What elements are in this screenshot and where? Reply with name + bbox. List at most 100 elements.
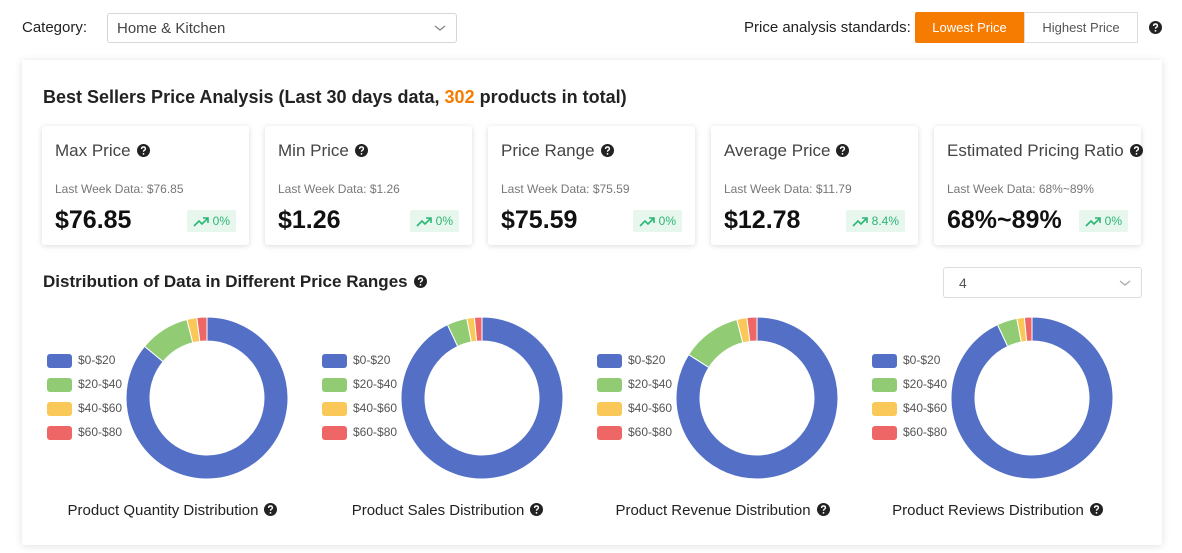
legend-item[interactable]: $40-$60 (47, 401, 127, 417)
icon-dot (1095, 511, 1098, 514)
icon-dot (1154, 30, 1157, 32)
help-icon[interactable] (354, 142, 368, 162)
card-value: $76.85 (55, 206, 132, 234)
trend-arrow (416, 217, 432, 227)
highest-price-button[interactable]: Highest Price (1024, 12, 1138, 43)
chart-title-text: Product Sales Distribution (351, 502, 525, 519)
legend-item[interactable]: $20-$40 (597, 377, 677, 393)
donut-segment[interactable] (1023, 316, 1033, 342)
donut-segment[interactable] (125, 316, 289, 480)
donut-segment[interactable] (950, 316, 1114, 480)
trend-icon (852, 217, 868, 227)
chart-title-text: Product Quantity Distribution (67, 502, 259, 519)
card-label: Min Price (278, 141, 368, 162)
legend-item[interactable]: $40-$60 (872, 401, 952, 417)
icon-dot (606, 152, 608, 155)
legend-item[interactable]: $60-$80 (872, 425, 952, 441)
legend-item[interactable]: $40-$60 (597, 401, 677, 417)
title-suffix: products in total) (474, 87, 627, 107)
icon-glyph (1093, 504, 1099, 511)
donut-segment[interactable] (473, 316, 483, 342)
stat-card: Estimated Pricing Ratio Last Week Data: 6… (934, 126, 1143, 245)
help-icon[interactable] (413, 273, 427, 293)
question-icon (354, 143, 368, 157)
trend-icon (1085, 217, 1101, 227)
help-icon[interactable] (264, 502, 278, 520)
help-icon[interactable] (1129, 142, 1143, 162)
card-label: Max Price (55, 141, 150, 162)
chevron (434, 25, 446, 31)
legend-label: $40-$60 (903, 401, 948, 415)
help-icon[interactable] (836, 142, 850, 162)
stat-card: Average Price Last Week Data: $11.79 $12.7… (711, 126, 918, 245)
legend-item[interactable]: $20-$40 (322, 377, 402, 393)
category-value: Home & Kitchen (117, 20, 226, 37)
legend-item[interactable]: $60-$80 (47, 425, 127, 441)
help-icon[interactable] (600, 142, 614, 162)
question-icon (600, 143, 614, 157)
donut-segment[interactable] (675, 316, 839, 480)
category-label: Category: (22, 19, 88, 36)
legend-item[interactable]: $0-$20 (47, 353, 127, 369)
icon-dot (270, 511, 272, 514)
question-icon (264, 502, 278, 516)
icon-glyph (358, 145, 364, 152)
donut-segment[interactable] (196, 316, 208, 343)
change-value: 8.4% (871, 214, 899, 228)
question-icon (530, 502, 544, 516)
question-icon (1089, 502, 1103, 516)
help-icon[interactable] (530, 502, 544, 520)
stat-card: Min Price Last Week Data: $1.26 $1.26 0% (265, 126, 472, 245)
change-value: 0% (212, 214, 230, 228)
legend-label: $20-$40 (903, 377, 948, 391)
chevron (1119, 280, 1131, 286)
legend-item[interactable]: $0-$20 (322, 353, 402, 369)
legend-item[interactable]: $60-$80 (597, 425, 677, 441)
change-badge: 0% (632, 210, 682, 232)
help-icon[interactable] (1089, 502, 1103, 520)
help-icon[interactable] (1149, 21, 1162, 39)
donut-segment[interactable] (746, 316, 758, 343)
card-label-text: Price Range (501, 141, 595, 160)
category-select[interactable]: Home & Kitchen (107, 13, 457, 43)
legend-swatch (597, 378, 622, 392)
legend-swatch (597, 354, 622, 368)
icon-dot (535, 511, 538, 514)
help-icon[interactable] (136, 142, 150, 162)
lowest-price-button[interactable]: Lowest Price (915, 12, 1024, 43)
legend-item[interactable]: $20-$40 (872, 377, 952, 393)
icon-dot (419, 283, 422, 286)
legend-swatch (872, 354, 897, 368)
chart-title: Product Sales Distribution (310, 502, 585, 520)
legend-swatch (322, 354, 347, 368)
card-label-text: Max Price (55, 141, 131, 160)
question-icon (836, 143, 850, 157)
legend-swatch (597, 426, 622, 440)
trend-icon (193, 217, 209, 227)
trend-icon (639, 217, 655, 227)
legend-item[interactable]: $60-$80 (322, 425, 402, 441)
card-label-text: Estimated Pricing Ratio (947, 141, 1124, 160)
legend-swatch (597, 402, 622, 416)
help-icon[interactable] (816, 502, 830, 520)
ranges-value: 4 (959, 275, 967, 291)
donut-segment[interactable] (400, 316, 564, 480)
donut-segment[interactable] (687, 318, 744, 369)
legend-swatch (872, 402, 897, 416)
legend-item[interactable]: $0-$20 (872, 353, 952, 369)
legend-item[interactable]: $20-$40 (47, 377, 127, 393)
legend-swatch (47, 402, 72, 416)
card-label: Average Price (724, 141, 850, 162)
legend-label: $20-$40 (353, 377, 398, 391)
icon-glyph (534, 504, 540, 511)
ranges-select[interactable]: 4 (943, 267, 1142, 298)
legend-label: $20-$40 (78, 377, 123, 391)
distribution-title-text: Distribution of Data in Different Price … (43, 272, 408, 291)
legend-item[interactable]: $40-$60 (322, 401, 402, 417)
icon-glyph (820, 504, 826, 511)
legend-item[interactable]: $0-$20 (597, 353, 677, 369)
icon-glyph (840, 145, 846, 152)
legend-label: $40-$60 (628, 401, 673, 415)
